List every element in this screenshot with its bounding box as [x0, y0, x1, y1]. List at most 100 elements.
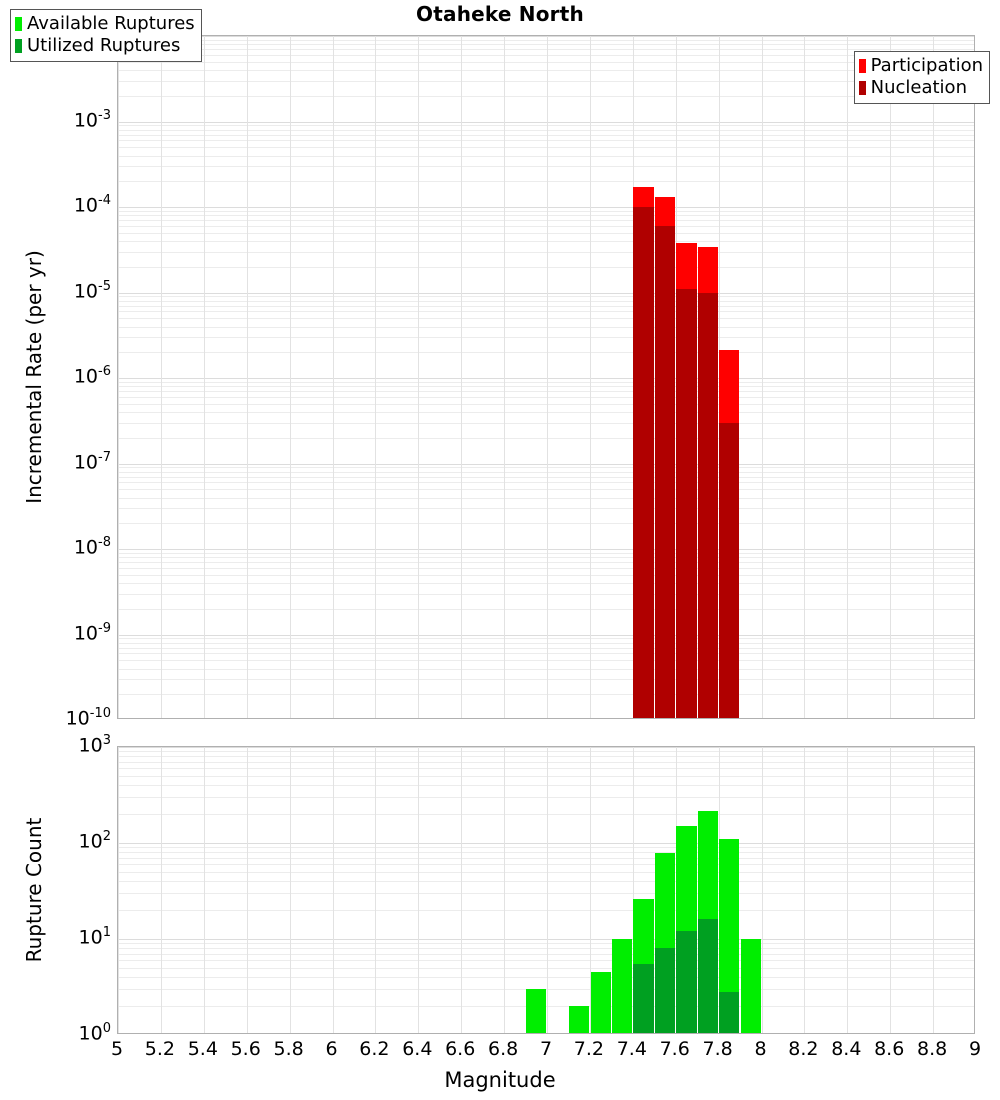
- gridline-vertical: [718, 747, 720, 1033]
- legend-item[interactable]: Utilized Ruptures: [15, 35, 195, 57]
- gridline-vertical: [246, 36, 248, 718]
- gridline-vertical: [847, 747, 849, 1033]
- bar-available-ruptures: [740, 939, 761, 1033]
- gridline-horizontal: [118, 893, 974, 895]
- gridline-horizontal: [118, 391, 974, 393]
- gridline-horizontal: [118, 403, 974, 405]
- page-title: Otaheke North: [416, 2, 584, 26]
- gridline-horizontal: [118, 814, 974, 816]
- bar-nucleation: [676, 288, 697, 718]
- gridline-horizontal: [118, 910, 974, 912]
- y-axis-tick-label: 10-5: [73, 278, 111, 302]
- gridline-horizontal: [118, 36, 974, 37]
- gridline-horizontal: [118, 467, 974, 469]
- gridline-horizontal: [118, 775, 974, 777]
- gridline-horizontal: [118, 39, 974, 41]
- gridline-horizontal: [118, 797, 974, 799]
- bar-utilized-ruptures: [719, 992, 740, 1033]
- gridline-horizontal: [118, 207, 974, 208]
- gridline-vertical: [547, 747, 548, 1033]
- y-axis-tick-label: 10-8: [73, 535, 111, 559]
- gridline-horizontal: [118, 166, 974, 168]
- y-axis-tick-label: 10-3: [73, 107, 111, 131]
- x-axis-tick-label: 5: [110, 1038, 124, 1060]
- x-axis-tick-label: 5.8: [273, 1038, 304, 1060]
- legend-item[interactable]: Nucleation: [858, 77, 983, 99]
- gridline-horizontal: [118, 977, 974, 979]
- gridline-horizontal: [118, 497, 974, 499]
- x-axis-tick-label: 6.4: [402, 1038, 433, 1060]
- gridline-horizontal: [118, 482, 974, 484]
- gridline-vertical: [375, 747, 377, 1033]
- gridline-vertical: [847, 36, 849, 718]
- gridline-horizontal: [118, 215, 974, 217]
- bar-utilized-ruptures: [676, 931, 697, 1033]
- y-axis-tick-label: 102: [78, 829, 111, 853]
- gridline-vertical: [547, 36, 548, 718]
- legend-item-label: Participation: [870, 55, 983, 76]
- gridline-horizontal: [118, 583, 974, 585]
- gridline-horizontal: [118, 220, 974, 222]
- gridline-vertical: [675, 747, 677, 1033]
- gridline-horizontal: [118, 653, 974, 655]
- x-axis-tick-label: 8.8: [916, 1038, 948, 1060]
- legend-swatch-icon: [858, 81, 866, 95]
- gridline-horizontal: [118, 642, 974, 644]
- legend-swatch-icon: [15, 17, 22, 31]
- x-axis-tick-label: 7.8: [702, 1038, 733, 1060]
- x-axis-tick-label: 7.4: [616, 1038, 647, 1060]
- legend-item[interactable]: Participation: [858, 55, 983, 77]
- legend-incremental-rate: Participation Nucleation: [853, 51, 990, 104]
- gridline-horizontal: [118, 241, 974, 243]
- gridline-horizontal: [118, 785, 974, 787]
- gridline-horizontal: [118, 437, 974, 439]
- gridline-horizontal: [118, 181, 974, 183]
- bar-nucleation: [633, 207, 654, 718]
- legend-rupture-count: Available Ruptures Utilized Ruptures: [10, 9, 202, 62]
- gridline-horizontal: [118, 95, 974, 97]
- gridline-horizontal: [118, 318, 974, 320]
- gridline-horizontal: [118, 378, 974, 379]
- gridline-horizontal: [118, 232, 974, 234]
- bar-utilized-ruptures: [654, 948, 676, 1033]
- gridline-horizontal: [118, 210, 974, 212]
- gridline-vertical: [589, 36, 591, 718]
- bar-available-ruptures: [611, 939, 633, 1033]
- gridline-vertical: [804, 747, 806, 1033]
- gridline-vertical: [332, 747, 334, 1033]
- bar-utilized-ruptures: [633, 963, 654, 1033]
- x-axis-tick-label: 6.2: [359, 1038, 390, 1060]
- gridline-horizontal: [118, 266, 974, 268]
- gridline-vertical: [203, 747, 205, 1033]
- gridline-vertical: [289, 747, 291, 1033]
- gridline-horizontal: [118, 463, 974, 465]
- gridline-horizontal: [118, 960, 974, 962]
- gridline-vertical: [632, 747, 634, 1033]
- gridline-horizontal: [118, 311, 974, 313]
- gridline-vertical: [933, 747, 935, 1033]
- gridline-vertical: [890, 36, 892, 718]
- gridline-horizontal: [118, 593, 974, 595]
- gridline-horizontal: [118, 80, 974, 82]
- x-axis-tick-label: 5.6: [230, 1038, 261, 1060]
- legend-item[interactable]: Available Ruptures: [15, 13, 195, 35]
- gridline-horizontal: [118, 292, 974, 294]
- gridline-horizontal: [118, 948, 974, 950]
- x-axis-tick-label: 8.2: [788, 1038, 819, 1060]
- y-axis-tick-label: 10-7: [73, 449, 111, 473]
- gridline-horizontal: [118, 562, 974, 564]
- x-axis-tick-label: 7: [539, 1038, 553, 1060]
- gridline-horizontal: [118, 549, 974, 550]
- gridline-vertical: [375, 36, 377, 718]
- gridline-horizontal: [118, 857, 974, 859]
- y-axis-tick-label: 10-4: [73, 193, 111, 217]
- gridline-horizontal: [118, 881, 974, 883]
- x-axis-tick-label: 9: [968, 1038, 982, 1060]
- gridline-horizontal: [118, 647, 974, 649]
- gridline-horizontal: [118, 300, 974, 302]
- gridline-vertical: [718, 36, 720, 718]
- gridline-vertical: [675, 36, 677, 718]
- legend-swatch-icon: [858, 59, 866, 73]
- gridline-horizontal: [118, 121, 974, 123]
